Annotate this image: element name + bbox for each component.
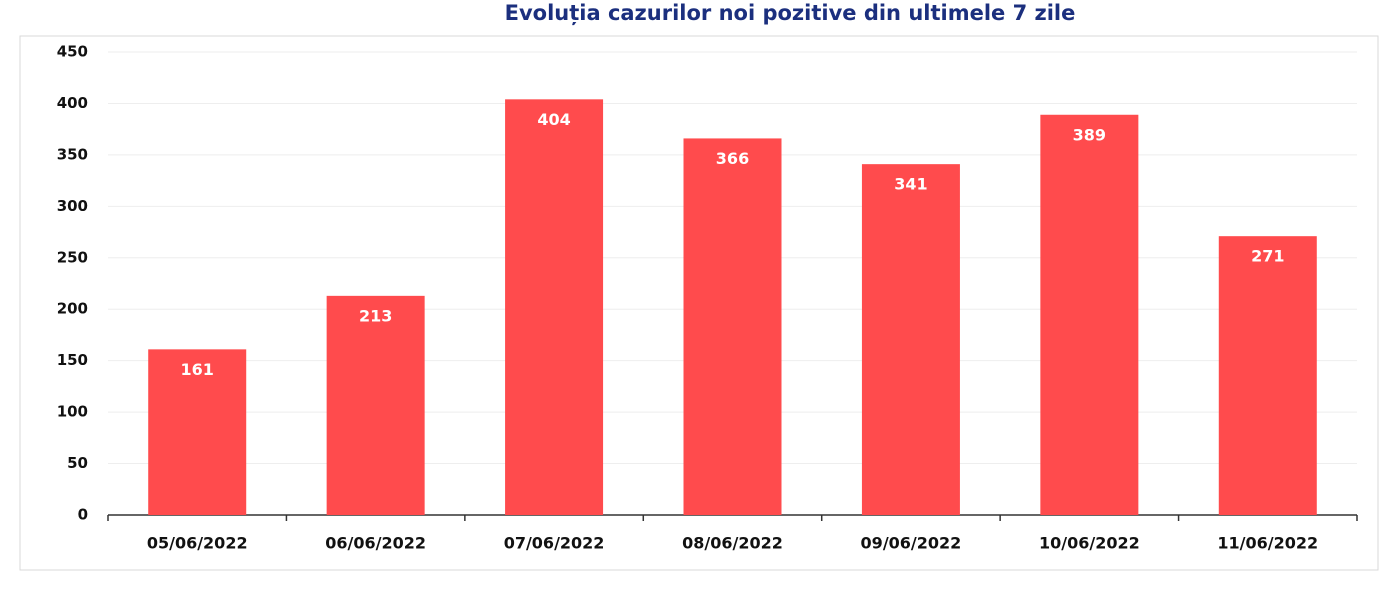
- bar: [505, 99, 604, 515]
- data-label: 366: [716, 149, 749, 168]
- x-tick-label: 08/06/2022: [682, 534, 783, 553]
- x-tick-label: 07/06/2022: [504, 534, 605, 553]
- y-tick-label: 350: [57, 145, 88, 163]
- bar: [326, 295, 425, 515]
- y-tick-label: 300: [57, 197, 88, 215]
- x-tick-label: 10/06/2022: [1039, 534, 1140, 553]
- data-label: 271: [1251, 247, 1284, 266]
- data-label: 213: [359, 306, 392, 325]
- y-tick-label: 400: [57, 94, 88, 112]
- y-tick-label: 100: [57, 403, 88, 421]
- data-label: 341: [894, 175, 927, 194]
- y-tick-label: 450: [57, 43, 88, 61]
- bar: [1040, 114, 1139, 516]
- bar: [861, 164, 960, 515]
- x-tick-label: 09/06/2022: [861, 534, 962, 553]
- x-tick-label: 05/06/2022: [147, 534, 248, 553]
- y-tick-label: 250: [57, 248, 88, 266]
- x-tick-label: 11/06/2022: [1217, 534, 1318, 553]
- data-label: 404: [537, 110, 570, 129]
- bar: [1218, 236, 1317, 515]
- y-tick-label: 150: [57, 351, 88, 369]
- data-label: 389: [1073, 125, 1106, 144]
- x-tick-label: 06/06/2022: [325, 534, 426, 553]
- data-label: 161: [181, 360, 214, 379]
- chart-title: Evoluția cazurilor noi pozitive din ulti…: [505, 1, 1076, 26]
- y-tick-label: 200: [57, 300, 88, 318]
- bar: [148, 349, 247, 515]
- y-tick-label: 0: [78, 506, 88, 524]
- y-tick-label: 50: [67, 454, 88, 472]
- bar: [683, 138, 782, 515]
